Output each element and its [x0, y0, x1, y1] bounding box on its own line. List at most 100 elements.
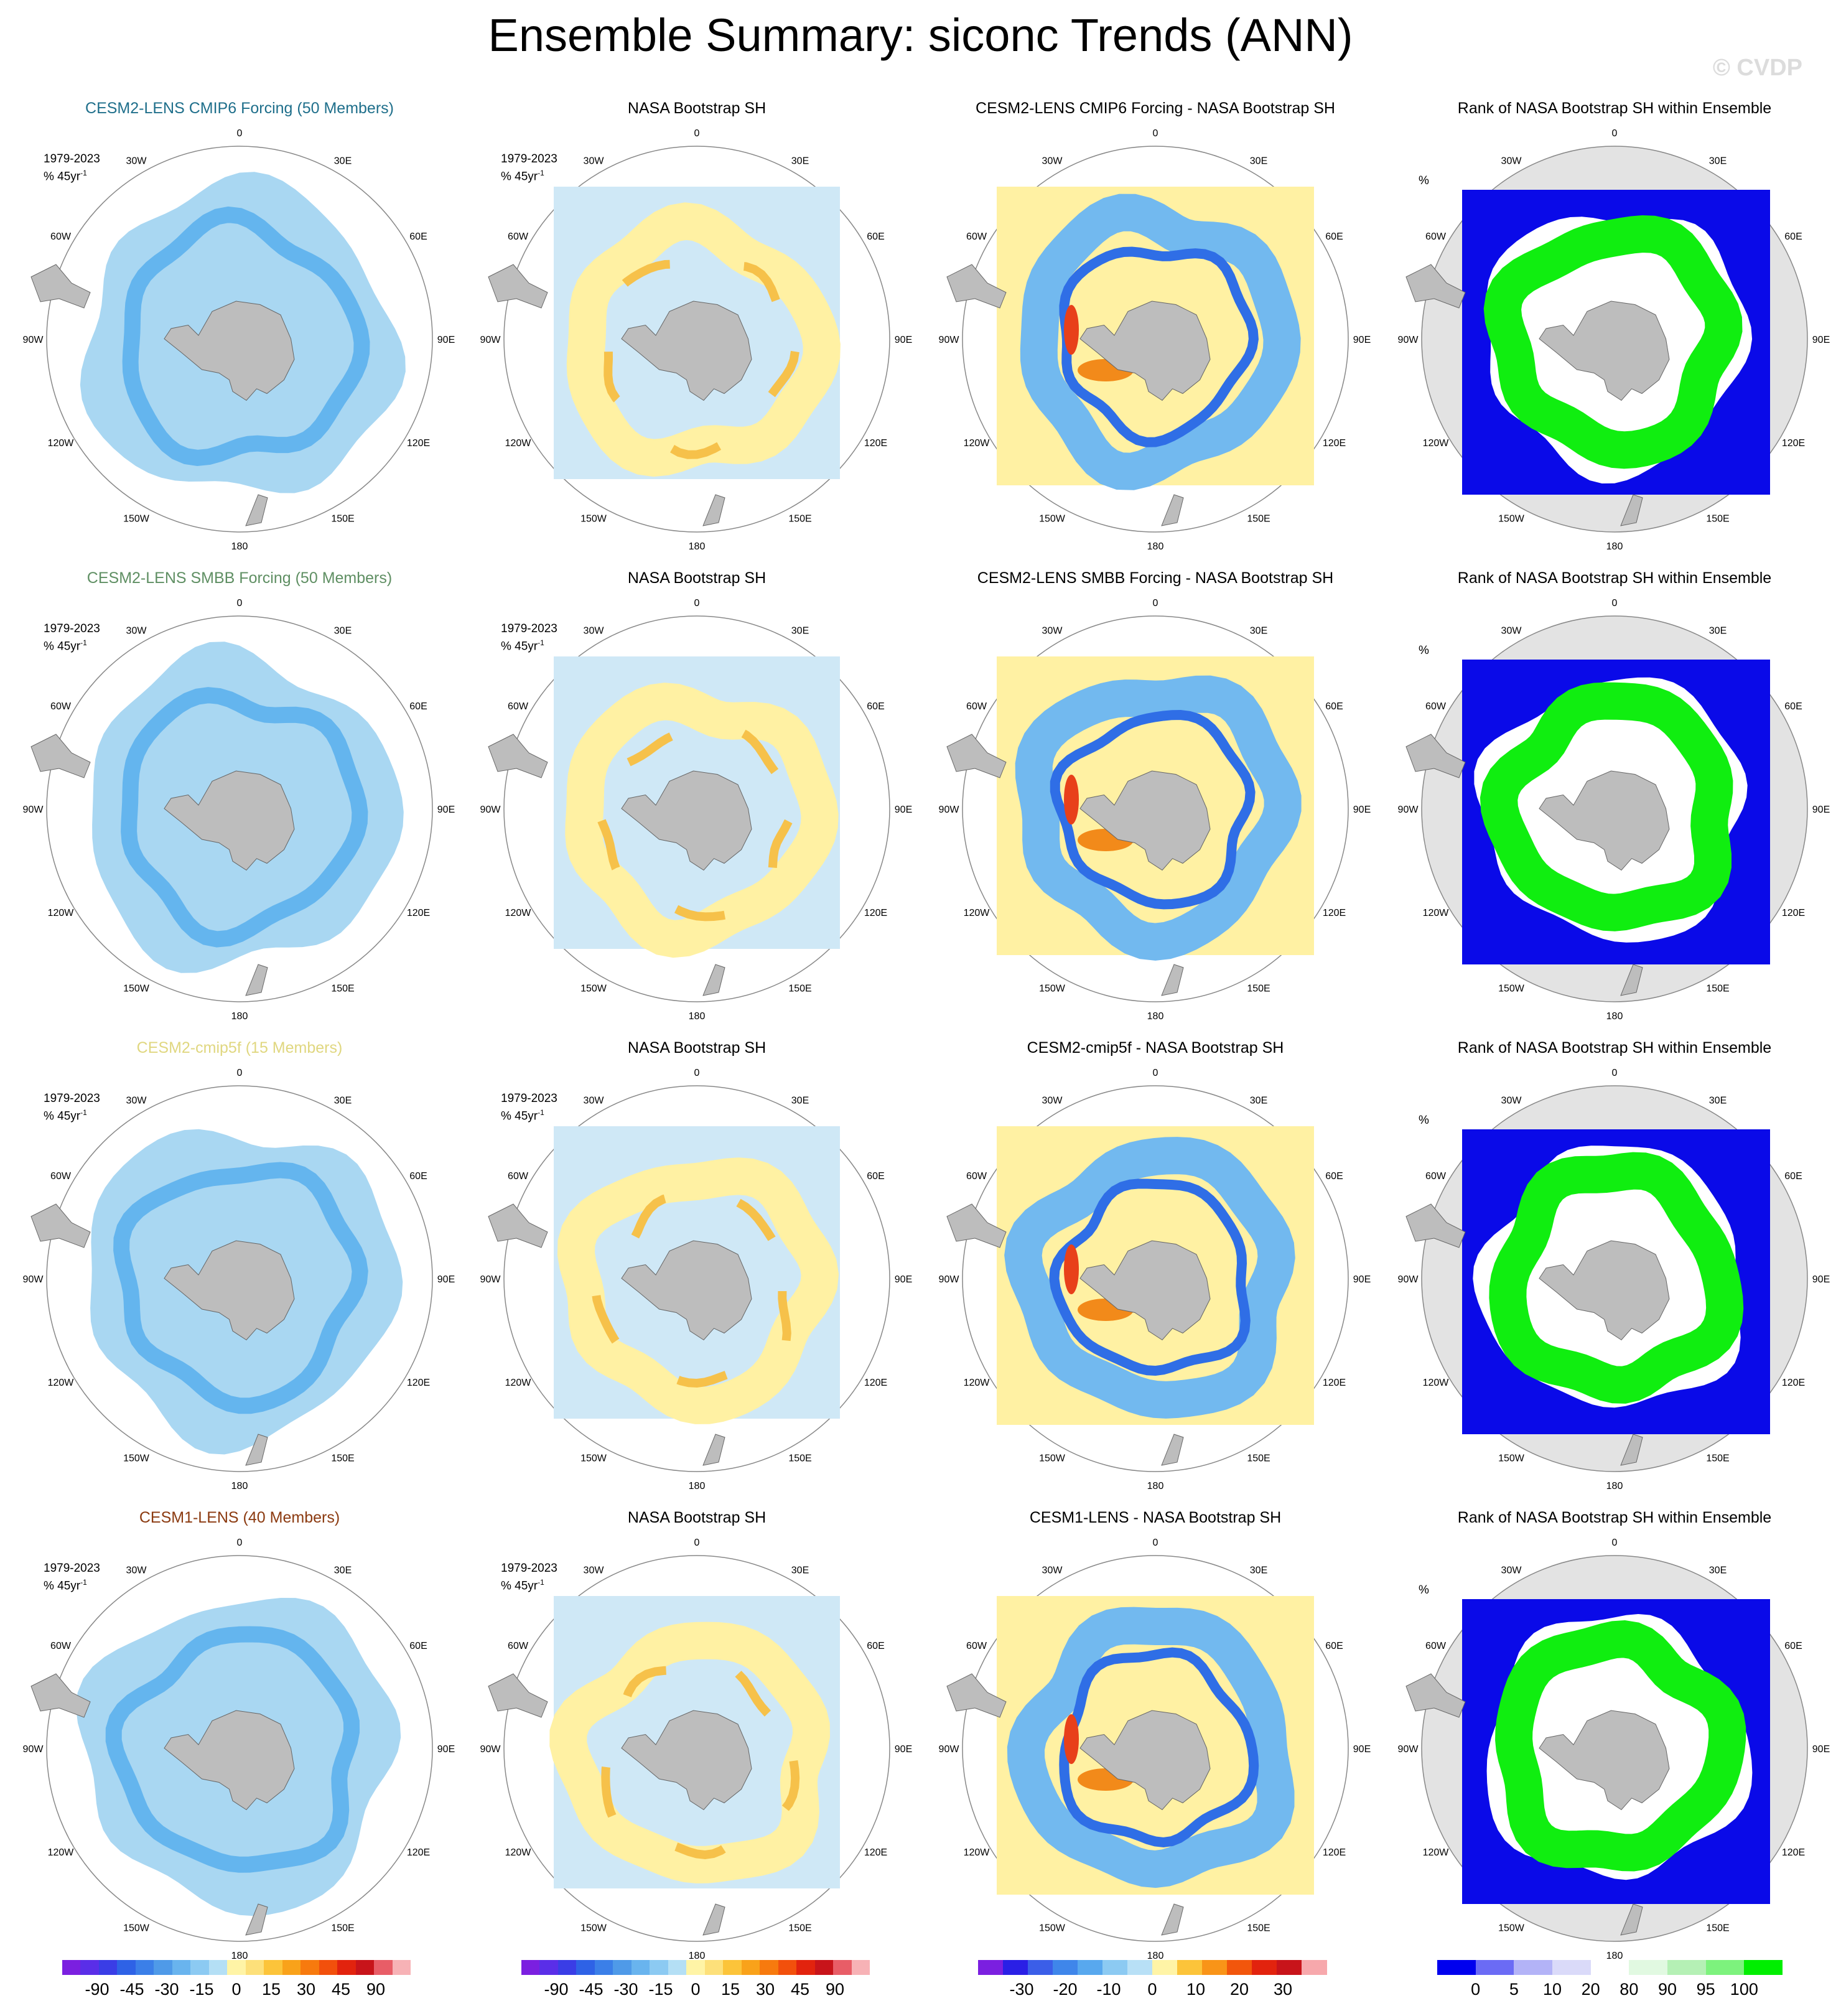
new-zealand-landmass	[245, 494, 268, 526]
longitude-label: 30E	[334, 1566, 352, 1576]
polar-map: 0 30E 60E 90E 120E 150E 180 150W 120W 90W 60W 30W	[1398, 1068, 1830, 1491]
longitude-label: 120W	[964, 908, 990, 918]
colorbar-tick-label: 90	[825, 1980, 845, 1999]
colorbar-tick-label: 15	[261, 1980, 281, 1999]
colorbar-tick-label: -15	[189, 1980, 214, 1999]
longitude-label: 150E	[331, 984, 354, 994]
antarctica-landmass	[1079, 1710, 1211, 1811]
panel-title: CESM2-LENS CMIP6 Forcing - NASA Bootstra…	[976, 100, 1335, 117]
colorbar-tick-label: 90	[1657, 1980, 1677, 1999]
colorbar-tick-label: 0	[1471, 1980, 1481, 1999]
colorbar-tick-label: 5	[1509, 1980, 1519, 1999]
colorbar-swatch	[392, 1960, 411, 1975]
panel-period-units: 1979-2023% 45yr-1	[501, 152, 557, 184]
longitude-label: 60E	[409, 701, 427, 712]
longitude-label: 30E	[791, 1096, 809, 1106]
colorbar-swatch	[1202, 1960, 1228, 1975]
longitude-label: 120E	[407, 438, 430, 449]
longitude-label: 30E	[791, 156, 809, 167]
colorbar-swatch	[190, 1960, 210, 1975]
colorbar-swatch	[1053, 1960, 1078, 1975]
longitude-label: 90W	[480, 335, 501, 345]
antarctica-landmass	[621, 770, 752, 871]
longitude-label: 120E	[864, 1847, 887, 1858]
longitude-label: 150E	[1247, 514, 1270, 525]
longitude-label: 180	[689, 541, 706, 552]
panel-title: CESM2-cmip5f (15 Members)	[136, 1039, 343, 1057]
colorbar-swatch	[760, 1960, 779, 1975]
longitude-label: 120W	[1423, 1847, 1450, 1858]
colorbar-swatch	[319, 1960, 338, 1975]
colorbar-swatch	[557, 1960, 577, 1975]
panel-title: Rank of NASA Bootstrap SH within Ensembl…	[1457, 100, 1772, 117]
longitude-label: 0	[1153, 128, 1158, 139]
longitude-label: 180	[231, 1481, 248, 1491]
longitude-label: 150W	[580, 1923, 607, 1934]
longitude-label: 150E	[1706, 984, 1729, 994]
longitude-label: 90W	[1398, 335, 1419, 345]
colorbar-swatch	[80, 1960, 100, 1975]
longitude-label: 30W	[584, 1096, 605, 1106]
colorbar: -90 -45 -30 -15 0 15 30 45 90	[62, 1960, 411, 2004]
longitude-label: 90E	[1353, 1274, 1371, 1285]
longitude-label: 90W	[939, 805, 960, 815]
difference-strong-negative	[1050, 709, 1256, 910]
colorbar-swatch	[1102, 1960, 1128, 1975]
colorbar-swatch	[833, 1960, 852, 1975]
colorbar-swatch	[208, 1960, 228, 1975]
polar-map: 0 30E 60E 90E 120E 150E 180 150W 120W 90W 60W 30W	[23, 1068, 455, 1491]
longitude-label: 90W	[23, 805, 44, 815]
polar-map: 0 30E 60E 90E 120E 150E 180 150W 120W 90W 60W 30W	[480, 128, 913, 552]
longitude-label: 150W	[123, 514, 150, 525]
difference-negative	[1020, 194, 1301, 490]
longitude-label: 120W	[505, 1378, 532, 1388]
rank-unit-label: %	[1419, 174, 1429, 187]
longitude-label: 180	[231, 1011, 248, 1022]
panel-period-units: 1979-2023% 45yr-1	[44, 622, 100, 653]
observed-trend-positive	[566, 202, 841, 477]
ensemble-trend-band	[122, 206, 370, 466]
longitude-label: 60E	[409, 1641, 427, 1651]
longitude-label: 150E	[788, 984, 811, 994]
longitude-label: 30E	[791, 1566, 809, 1576]
map-panel-obs: NASA Bootstrap SH 1979-2023% 45yr-1 0 30E 60…	[467, 1509, 927, 1972]
colorbar-swatch	[301, 1960, 320, 1975]
longitude-label: 30E	[334, 626, 352, 637]
polar-map: 0 30E 60E 90E 120E 150E 180 150W 120W 90W 60W 30W	[939, 128, 1371, 552]
longitude-label: 90E	[895, 335, 912, 345]
longitude-label: 150W	[123, 1923, 150, 1934]
longitude-label: 180	[1606, 541, 1623, 552]
south-america-landmass	[488, 734, 548, 778]
longitude-label: 120W	[505, 908, 532, 918]
panel-title: NASA Bootstrap SH	[627, 1039, 767, 1057]
colorbar-tick-label: -30	[1009, 1980, 1034, 1999]
map-panel-ens: CESM2-LENS CMIP6 Forcing (50 Members) 197…	[9, 100, 470, 563]
polar-map: 0 30E 60E 90E 120E 150E 180 150W 120W 90W 60W 30W	[480, 1068, 913, 1491]
longitude-label: 60E	[1325, 1641, 1343, 1651]
colorbar-swatch	[1152, 1960, 1178, 1975]
longitude-label: 150E	[331, 1454, 354, 1464]
longitude-label: 30W	[584, 626, 605, 637]
colorbar-tick-label: -30	[613, 1980, 638, 1999]
longitude-label: 60W	[508, 231, 529, 242]
longitude-label: 60W	[50, 701, 72, 712]
map-panel-obs: NASA Bootstrap SH 1979-2023% 45yr-1 0 30E 60…	[467, 569, 927, 1033]
colorbar-tick-label: 10	[1542, 1980, 1562, 1999]
longitude-label: 120W	[1423, 438, 1450, 449]
difference-positive-patch	[1064, 1714, 1079, 1764]
longitude-label: 0	[237, 598, 243, 609]
longitude-label: 120W	[964, 438, 990, 449]
antarctica-landmass	[1539, 1240, 1670, 1341]
longitude-label: 90W	[23, 1744, 44, 1755]
longitude-label: 60E	[1325, 701, 1343, 712]
longitude-label: 60W	[50, 1641, 72, 1651]
map-panel-diff: CESM1-LENS - NASA Bootstrap SH 0 30E 60E 90E…	[925, 1509, 1386, 1972]
longitude-label: 150E	[1247, 1923, 1270, 1934]
antarctica-landmass	[621, 1710, 752, 1811]
colorbar-swatch	[62, 1960, 81, 1975]
longitude-label: 150E	[1247, 984, 1270, 994]
rank-high-field	[1495, 1620, 1746, 1872]
longitude-label: 60E	[867, 231, 884, 242]
colorbar: 0 5 10 20 80 90 95 100	[1437, 1960, 1783, 2004]
longitude-label: 90W	[480, 805, 501, 815]
